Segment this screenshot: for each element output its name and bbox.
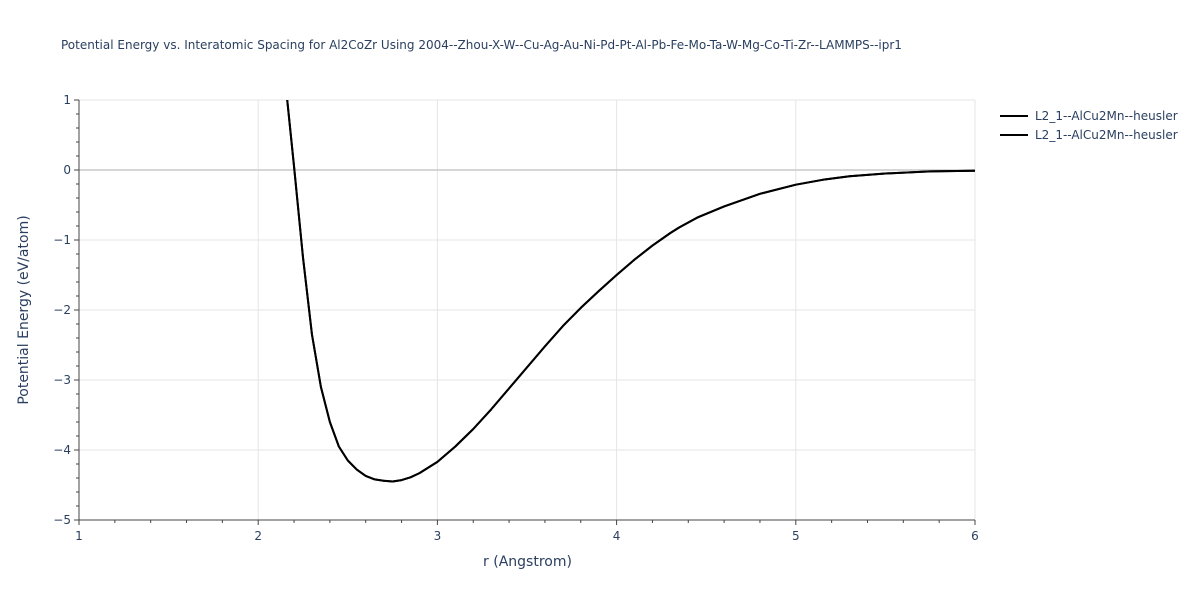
x-tick-label: 1	[75, 529, 83, 543]
legend: L2_1--AlCu2Mn--heusler L2_1--AlCu2Mn--he…	[1000, 106, 1178, 144]
y-tick-label: −3	[53, 373, 71, 387]
y-tick-label: −2	[53, 303, 71, 317]
y-axis-label: Potential Energy (eV/atom)	[16, 215, 32, 405]
y-tick-label: 0	[63, 163, 71, 177]
y-tick-label: 1	[63, 93, 71, 107]
x-tick-label: 4	[613, 529, 621, 543]
x-tick-label: 6	[971, 529, 979, 543]
legend-swatch-series-1	[1000, 114, 1028, 117]
x-axis-label: r (Angstrom)	[483, 554, 572, 570]
y-tick-label: −4	[53, 443, 71, 457]
chart-title: Potential Energy vs. Interatomic Spacing…	[61, 38, 902, 52]
legend-swatch-series-2	[1000, 133, 1028, 136]
series-line-2	[286, 100, 975, 483]
legend-item-series-2[interactable]: L2_1--AlCu2Mn--heusler	[1000, 125, 1178, 144]
legend-item-series-1[interactable]: L2_1--AlCu2Mn--heusler	[1000, 106, 1178, 125]
y-tick-label: −5	[53, 513, 71, 527]
legend-label-series-1: L2_1--AlCu2Mn--heusler	[1035, 108, 1178, 123]
x-tick-label: 3	[434, 529, 442, 543]
x-tick-label: 2	[254, 529, 262, 543]
series-line-1	[286, 100, 975, 483]
legend-label-series-2: L2_1--AlCu2Mn--heusler	[1035, 127, 1178, 142]
y-tick-label: −1	[53, 233, 71, 247]
x-tick-label: 5	[792, 529, 800, 543]
